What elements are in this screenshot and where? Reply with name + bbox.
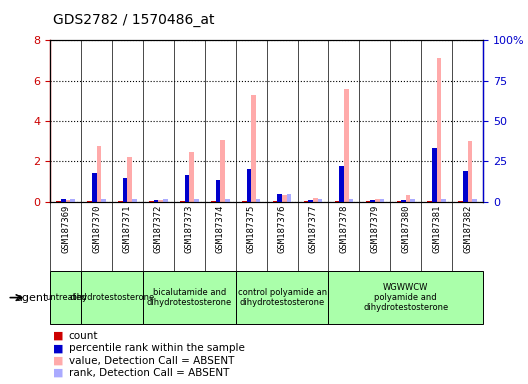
Text: GSM187375: GSM187375 bbox=[247, 205, 256, 253]
Bar bbox=[318, 199, 322, 202]
Text: ■: ■ bbox=[53, 356, 63, 366]
Bar bbox=[123, 178, 127, 202]
Text: GSM187374: GSM187374 bbox=[216, 205, 225, 253]
Bar bbox=[194, 199, 199, 202]
Text: ■: ■ bbox=[53, 331, 63, 341]
Bar bbox=[185, 175, 190, 202]
Bar bbox=[70, 199, 75, 202]
Bar bbox=[401, 200, 406, 202]
Bar bbox=[256, 199, 260, 202]
Text: GSM187370: GSM187370 bbox=[92, 205, 101, 253]
Bar bbox=[406, 195, 410, 202]
Bar bbox=[370, 200, 375, 202]
Bar bbox=[127, 157, 132, 202]
Bar bbox=[149, 200, 154, 202]
Bar bbox=[437, 58, 441, 202]
Text: GSM187371: GSM187371 bbox=[123, 205, 132, 253]
Bar bbox=[287, 194, 291, 202]
Bar bbox=[158, 200, 163, 202]
Bar bbox=[397, 200, 401, 202]
Bar bbox=[277, 194, 282, 202]
Bar bbox=[410, 199, 415, 202]
Bar bbox=[225, 199, 230, 202]
Text: ■: ■ bbox=[53, 343, 63, 353]
Bar bbox=[251, 95, 256, 202]
Text: GSM187381: GSM187381 bbox=[432, 205, 441, 253]
Text: GSM187382: GSM187382 bbox=[463, 205, 472, 253]
Bar bbox=[282, 195, 287, 202]
Text: GSM187376: GSM187376 bbox=[278, 205, 287, 253]
Text: percentile rank within the sample: percentile rank within the sample bbox=[69, 343, 244, 353]
Bar bbox=[335, 200, 340, 202]
Text: dihydrotestosterone: dihydrotestosterone bbox=[69, 293, 155, 302]
Bar bbox=[190, 152, 194, 202]
Bar bbox=[340, 166, 344, 202]
Bar bbox=[61, 199, 65, 202]
Bar bbox=[242, 200, 247, 202]
Text: untreated: untreated bbox=[45, 293, 87, 302]
Bar bbox=[308, 200, 313, 202]
Text: GSM187369: GSM187369 bbox=[61, 205, 70, 253]
Bar bbox=[247, 169, 251, 202]
Text: GSM187373: GSM187373 bbox=[185, 205, 194, 253]
Bar bbox=[154, 200, 158, 202]
Bar bbox=[441, 199, 446, 202]
Bar bbox=[65, 200, 70, 202]
Bar bbox=[428, 200, 432, 202]
Bar bbox=[132, 199, 137, 202]
Text: GSM187380: GSM187380 bbox=[401, 205, 410, 253]
Text: GSM187372: GSM187372 bbox=[154, 205, 163, 253]
Bar bbox=[344, 89, 348, 202]
Bar bbox=[50, 271, 81, 324]
Bar bbox=[468, 141, 472, 202]
Text: GSM187379: GSM187379 bbox=[370, 205, 380, 253]
Bar bbox=[273, 200, 278, 202]
Bar bbox=[375, 199, 380, 202]
Bar bbox=[380, 199, 384, 202]
Bar bbox=[313, 198, 318, 202]
Text: rank, Detection Call = ABSENT: rank, Detection Call = ABSENT bbox=[69, 368, 229, 378]
Text: agent: agent bbox=[15, 293, 48, 303]
Bar bbox=[163, 199, 168, 202]
Text: bicalutamide and
dihydrotestosterone: bicalutamide and dihydrotestosterone bbox=[147, 288, 232, 307]
Text: GSM187378: GSM187378 bbox=[340, 205, 348, 253]
Bar bbox=[328, 271, 483, 324]
Bar bbox=[97, 146, 101, 202]
Bar bbox=[101, 199, 106, 202]
Text: ■: ■ bbox=[53, 368, 63, 378]
Bar bbox=[211, 200, 215, 202]
Bar bbox=[220, 140, 225, 202]
Bar bbox=[365, 200, 370, 202]
Bar bbox=[458, 200, 463, 202]
Bar bbox=[463, 171, 468, 202]
Text: count: count bbox=[69, 331, 98, 341]
Text: GSM187377: GSM187377 bbox=[308, 205, 317, 253]
Bar bbox=[304, 200, 308, 202]
Text: control polyamide an
dihydrotestosterone: control polyamide an dihydrotestosterone bbox=[238, 288, 327, 307]
Text: value, Detection Call = ABSENT: value, Detection Call = ABSENT bbox=[69, 356, 234, 366]
Bar bbox=[92, 174, 97, 202]
Bar bbox=[81, 271, 143, 324]
Bar bbox=[235, 271, 328, 324]
Bar bbox=[472, 199, 477, 202]
Bar bbox=[118, 200, 123, 202]
Bar bbox=[432, 148, 437, 202]
Text: WGWWCW
polyamide and
dihydrotestosterone: WGWWCW polyamide and dihydrotestosterone bbox=[363, 283, 448, 313]
Bar bbox=[348, 199, 353, 202]
Bar bbox=[56, 200, 61, 202]
Bar bbox=[180, 200, 185, 202]
Bar bbox=[87, 200, 92, 202]
Bar bbox=[143, 271, 235, 324]
Bar bbox=[215, 180, 220, 202]
Text: GDS2782 / 1570486_at: GDS2782 / 1570486_at bbox=[53, 13, 214, 27]
